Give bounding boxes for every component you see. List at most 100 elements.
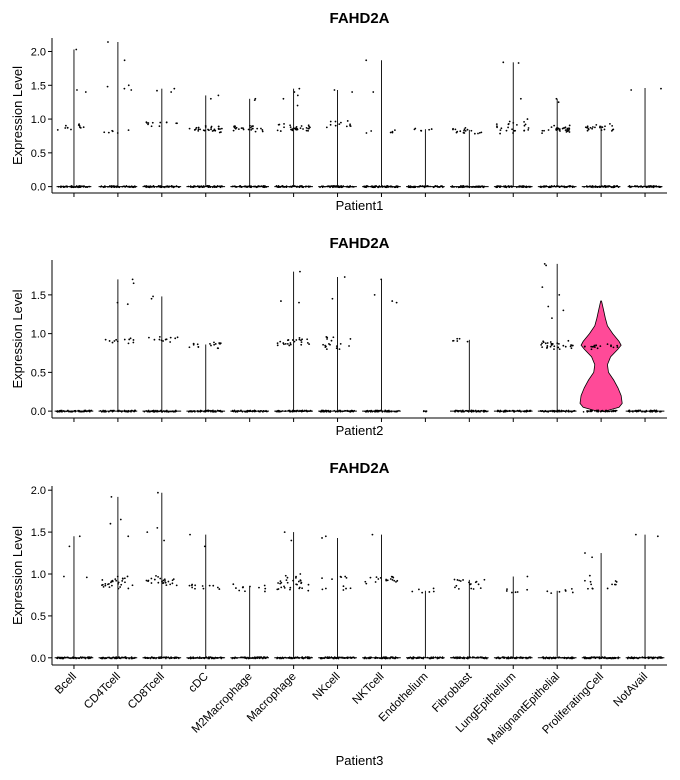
point — [344, 409, 346, 412]
violin-Bcell — [54, 409, 94, 413]
point — [519, 185, 521, 187]
violin-NotAvail — [627, 87, 663, 189]
point — [280, 657, 283, 660]
point — [244, 656, 246, 659]
point — [299, 127, 302, 129]
point — [82, 126, 85, 129]
point — [187, 411, 190, 413]
point — [187, 657, 190, 660]
point — [195, 126, 198, 129]
point — [641, 656, 644, 658]
y-tick-label: 1.5 — [31, 80, 46, 92]
point — [193, 657, 195, 660]
point — [600, 657, 603, 660]
point — [131, 278, 134, 281]
point — [321, 537, 323, 539]
point — [350, 657, 353, 659]
point — [349, 657, 352, 659]
point — [503, 185, 505, 187]
point — [375, 409, 378, 412]
point — [595, 656, 597, 659]
point — [125, 656, 127, 659]
point — [283, 123, 285, 125]
violin-Bcell — [56, 48, 92, 189]
point — [113, 340, 116, 342]
point — [416, 186, 419, 188]
point — [346, 120, 349, 122]
point — [367, 411, 369, 413]
violin-cDC — [186, 341, 226, 413]
point — [388, 409, 390, 412]
point — [292, 579, 295, 582]
point — [163, 539, 166, 542]
point — [295, 410, 298, 413]
point — [513, 129, 516, 132]
point — [463, 128, 466, 131]
point — [78, 657, 81, 659]
point — [511, 657, 514, 659]
point — [517, 62, 520, 64]
point — [173, 87, 176, 90]
point — [328, 343, 330, 345]
point — [590, 656, 593, 658]
point — [505, 129, 508, 132]
point — [280, 300, 282, 302]
point — [647, 657, 650, 660]
point — [160, 339, 163, 342]
point — [617, 656, 620, 659]
point — [634, 410, 637, 412]
point — [330, 339, 333, 342]
point — [332, 336, 335, 339]
point — [329, 186, 331, 189]
point — [558, 342, 560, 345]
point — [594, 410, 596, 412]
point — [293, 340, 296, 343]
point — [502, 657, 505, 659]
point — [654, 656, 657, 659]
point — [652, 186, 655, 189]
point — [562, 344, 565, 347]
panel-title: FAHD2A — [329, 10, 389, 27]
point — [364, 186, 366, 189]
point — [459, 130, 462, 133]
point — [116, 340, 119, 343]
point — [70, 657, 72, 660]
point — [475, 411, 478, 413]
point — [634, 533, 637, 536]
point — [82, 410, 84, 413]
point — [194, 657, 197, 659]
point — [157, 491, 159, 494]
point — [506, 656, 508, 659]
point — [253, 99, 256, 102]
point — [238, 589, 241, 592]
point — [260, 410, 263, 412]
point — [541, 286, 544, 289]
point — [436, 185, 438, 187]
point — [412, 656, 415, 659]
point — [607, 657, 610, 659]
point — [472, 588, 475, 590]
point — [522, 186, 525, 188]
point — [386, 579, 389, 582]
point — [641, 186, 644, 188]
point — [78, 535, 81, 538]
point — [552, 185, 554, 188]
point — [84, 91, 87, 93]
point — [110, 496, 113, 498]
point — [300, 582, 303, 585]
point — [416, 657, 418, 659]
point — [259, 185, 261, 188]
point — [364, 580, 367, 583]
point — [102, 409, 104, 412]
point — [553, 345, 556, 348]
point — [365, 59, 368, 62]
point — [276, 342, 279, 345]
point — [103, 131, 106, 134]
point — [395, 411, 397, 413]
point — [480, 131, 483, 134]
point — [242, 586, 245, 588]
point — [285, 579, 288, 581]
point — [564, 126, 567, 129]
point — [241, 656, 244, 659]
point — [261, 130, 264, 133]
